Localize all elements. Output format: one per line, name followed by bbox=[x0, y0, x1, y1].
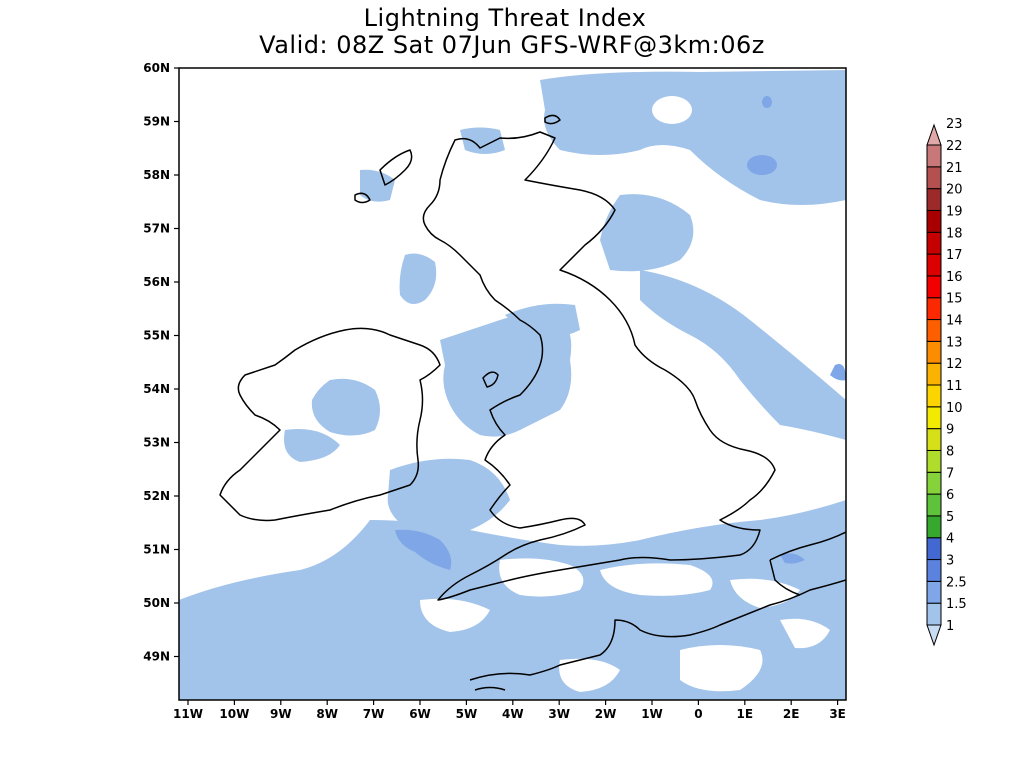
legend-swatch bbox=[926, 449, 942, 473]
legend-swatch bbox=[926, 209, 942, 233]
legend-swatch bbox=[926, 559, 942, 582]
longitude-label: 9W bbox=[270, 707, 292, 721]
legend-swatch bbox=[926, 297, 942, 321]
latitude-axis: 60N 59N 58N 57N 56N 55N 54N 53N 52N 51N 50N 49N bbox=[143, 61, 179, 664]
legend-label: 11 bbox=[946, 379, 963, 394]
latitude-label: 58N bbox=[143, 168, 170, 182]
longitude-label: 6W bbox=[409, 707, 431, 721]
legend-swatch bbox=[926, 319, 942, 342]
longitude-axis: 11W 10W 9W 8W 7W 6W 5W 4W 3W 2W 1W 0 1E 2E 3E bbox=[173, 700, 846, 721]
legend-label: 12 bbox=[946, 357, 963, 372]
longitude-label: 11W bbox=[173, 707, 203, 721]
legend-label: 6 bbox=[946, 488, 954, 503]
longitude-label: 1W bbox=[641, 707, 663, 721]
legend-label: 23 bbox=[946, 117, 963, 132]
legend-label: 1.5 bbox=[946, 597, 967, 612]
longitude-label: 7W bbox=[363, 707, 385, 721]
longitude-label: 8W bbox=[316, 707, 338, 721]
legend-label: 17 bbox=[946, 248, 963, 263]
legend-label: 7 bbox=[946, 466, 954, 481]
longitude-label: 3E bbox=[829, 707, 846, 721]
legend-label: 21 bbox=[946, 161, 963, 176]
coastlines bbox=[219, 114, 846, 691]
legend-label: 19 bbox=[946, 204, 963, 219]
longitude-label: 3W bbox=[548, 707, 570, 721]
longitude-label: 10W bbox=[219, 707, 249, 721]
legend-label: 20 bbox=[946, 183, 963, 198]
legend-swatch bbox=[926, 624, 942, 647]
longitude-label: 0 bbox=[694, 707, 702, 721]
threat-clear-areas bbox=[420, 96, 830, 692]
latitude-label: 59N bbox=[143, 115, 170, 129]
latitude-label: 56N bbox=[143, 275, 170, 289]
legend-label: 3 bbox=[946, 554, 954, 569]
legend-swatch bbox=[926, 537, 942, 561]
legend-swatch bbox=[926, 253, 942, 277]
legend-label: 1 bbox=[946, 619, 954, 634]
latitude-label: 54N bbox=[143, 382, 170, 396]
map-area bbox=[179, 68, 846, 700]
threat-shading-medium bbox=[395, 96, 846, 570]
legend-label: 18 bbox=[946, 226, 963, 241]
legend-swatch bbox=[926, 471, 942, 495]
legend-swatch bbox=[926, 275, 942, 299]
legend-swatch bbox=[926, 493, 942, 517]
threat-shading-light bbox=[179, 70, 846, 700]
longitude-label: 4W bbox=[502, 707, 524, 721]
legend-swatch bbox=[926, 123, 942, 146]
legend-swatch bbox=[926, 580, 942, 604]
legend-swatch bbox=[926, 340, 942, 364]
legend-swatch bbox=[926, 428, 942, 451]
longitude-label: 1E bbox=[737, 707, 754, 721]
longitude-label: 2E bbox=[783, 707, 800, 721]
legend-label: 16 bbox=[946, 270, 963, 285]
latitude-label: 60N bbox=[143, 61, 170, 75]
legend-label: 2.5 bbox=[946, 575, 967, 590]
latitude-label: 51N bbox=[143, 543, 170, 557]
legend-swatch bbox=[926, 144, 942, 168]
latitude-label: 49N bbox=[143, 650, 170, 664]
legend-swatch bbox=[926, 384, 942, 408]
legend-label: 8 bbox=[946, 444, 954, 459]
legend-swatch bbox=[926, 231, 942, 255]
legend-label: 9 bbox=[946, 423, 954, 438]
legend-swatch bbox=[926, 406, 942, 430]
legend-swatch bbox=[926, 362, 942, 386]
legend-label: 15 bbox=[946, 292, 963, 307]
latitude-label: 50N bbox=[143, 596, 170, 610]
legend-label: 13 bbox=[946, 335, 963, 350]
legend-swatch bbox=[926, 188, 942, 211]
legend-label: 4 bbox=[946, 532, 954, 547]
longitude-label: 2W bbox=[595, 707, 617, 721]
latitude-label: 52N bbox=[143, 489, 170, 503]
legend-swatch bbox=[926, 166, 942, 190]
map-title: Lightning Threat Index bbox=[364, 4, 647, 32]
map-subtitle: Valid: 08Z Sat 07Jun GFS-WRF@3km:06z bbox=[259, 31, 765, 59]
legend-swatch bbox=[926, 515, 942, 539]
legend-label: 5 bbox=[946, 510, 954, 525]
color-legend: 1 1.5 2.5 3 4 5 6 7 8 9 10 11 12 13 14 15 16 17 18 19 20 21 22… bbox=[926, 117, 967, 647]
legend-label: 14 bbox=[946, 314, 963, 329]
latitude-label: 55N bbox=[143, 329, 170, 343]
latitude-label: 57N bbox=[143, 222, 170, 236]
legend-label: 22 bbox=[946, 139, 963, 154]
longitude-label: 5W bbox=[456, 707, 478, 721]
legend-swatch bbox=[926, 602, 942, 626]
legend-label: 10 bbox=[946, 401, 963, 416]
latitude-label: 53N bbox=[143, 436, 170, 450]
